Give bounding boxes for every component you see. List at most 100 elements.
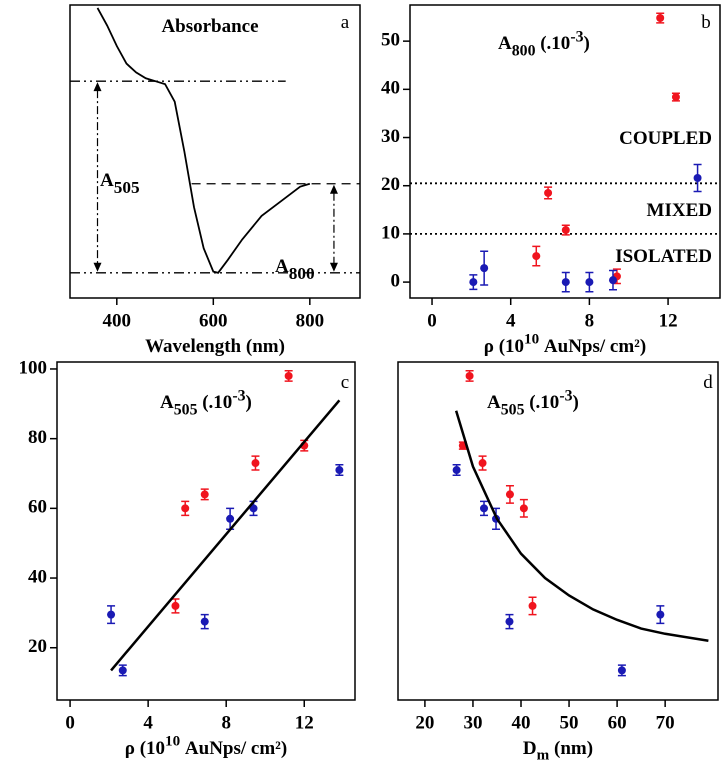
text-part: A	[498, 33, 512, 54]
data-point	[544, 188, 553, 197]
data-point	[561, 226, 570, 235]
x-tick-label: 400	[103, 310, 132, 331]
y-tick-label: 30	[381, 126, 400, 147]
x-tick-label: 60	[608, 712, 627, 733]
data-point	[532, 252, 541, 261]
x-tick-label: 4	[143, 712, 153, 733]
text-part: 800	[512, 42, 536, 59]
plot-frame	[397, 361, 719, 701]
data-point	[480, 264, 489, 273]
text-part: -3	[559, 387, 572, 404]
data-point	[505, 617, 514, 626]
y-tick-label: 10	[381, 222, 400, 243]
text-part: AuNps/ cm²)	[539, 336, 646, 357]
data-point	[118, 666, 127, 675]
annotation: A505	[100, 170, 140, 197]
text-part: ρ (10	[484, 336, 524, 357]
data-point	[251, 459, 260, 468]
data-point	[200, 490, 209, 499]
text-part: COUPLED	[619, 128, 712, 149]
data-point	[200, 617, 209, 626]
text-part: AuNps/ cm²)	[180, 738, 287, 759]
data-point	[585, 278, 594, 287]
annotation: A505 (.10-3)	[160, 387, 252, 418]
text-part: A	[160, 392, 174, 413]
annotation: Absorbance	[161, 16, 258, 37]
plot-frame	[409, 4, 721, 299]
x-tick-label: 20	[415, 712, 434, 733]
x-tick-label: 4	[506, 310, 516, 331]
data-point	[478, 459, 487, 468]
text-part: D	[523, 738, 537, 759]
text-part: 10	[165, 734, 180, 750]
data-point	[335, 466, 344, 475]
y-tick-label: 40	[28, 566, 47, 587]
text-part: d	[703, 372, 713, 393]
data-point	[107, 610, 116, 619]
text-part: 505	[114, 178, 140, 197]
text-part: )	[246, 392, 252, 413]
text-part: A	[487, 392, 501, 413]
x-axis-label: ρ (1010 AuNps/ cm²)	[125, 734, 287, 759]
data-point	[608, 276, 617, 285]
annotation: b	[701, 12, 711, 33]
data-point	[656, 610, 665, 619]
x-tick-label: 0	[65, 712, 75, 733]
x-tick-label: 30	[463, 712, 482, 733]
data-point	[671, 93, 680, 102]
annotation: A505 (.10-3)	[487, 387, 579, 418]
fit-line	[454, 410, 709, 642]
y-tick-label: 40	[381, 78, 400, 99]
text-part: a	[341, 12, 350, 33]
fit-line	[110, 399, 341, 672]
annotation: c	[341, 372, 349, 393]
x-tick-label: 12	[659, 310, 678, 331]
data-point	[505, 490, 514, 499]
y-tick-label: 60	[28, 497, 47, 518]
text-part: 505	[174, 401, 198, 418]
data-point	[561, 278, 570, 287]
text-part: (.10	[535, 33, 570, 54]
x-tick-label: 12	[295, 712, 314, 733]
data-point	[480, 504, 489, 513]
text-part: MIXED	[647, 200, 712, 221]
x-axis-label: Dm (nm)	[523, 738, 593, 763]
text-part: )	[573, 392, 579, 413]
data-point	[528, 601, 537, 610]
text-part: Absorbance	[161, 16, 258, 37]
text-part: A	[275, 256, 289, 277]
x-tick-label: 0	[427, 310, 437, 331]
y-tick-label: 0	[391, 270, 401, 291]
annotation: MIXED	[647, 200, 712, 221]
text-part: m	[537, 748, 550, 764]
x-axis-label: ρ (1010 AuNps/ cm²)	[484, 332, 646, 357]
annotation: a	[341, 12, 350, 33]
x-axis-label: Wavelength (nm)	[145, 336, 285, 357]
text-part: 800	[289, 264, 315, 283]
data-point	[693, 174, 702, 183]
text-part: Wavelength (nm)	[145, 336, 285, 357]
y-tick-label: 20	[381, 174, 400, 195]
data-point	[249, 504, 258, 513]
data-point	[284, 371, 293, 380]
text-part: (nm)	[549, 738, 593, 759]
x-tick-label: 70	[656, 712, 675, 733]
text-part: )	[584, 33, 590, 54]
data-point	[465, 371, 474, 380]
annotation: A800	[275, 256, 315, 283]
data-point	[519, 504, 528, 513]
data-point	[469, 278, 478, 287]
arrow-head	[329, 184, 338, 272]
text-part: A	[100, 170, 114, 191]
data-point	[226, 514, 235, 523]
text-part: -3	[232, 387, 245, 404]
x-tick-label: 800	[296, 310, 325, 331]
x-tick-label: 40	[512, 712, 531, 733]
annotation: ISOLATED	[615, 246, 712, 267]
data-point	[656, 14, 665, 23]
text-part: ISOLATED	[615, 246, 712, 267]
text-part: c	[341, 372, 349, 393]
x-tick-label: 50	[560, 712, 579, 733]
x-tick-label: 8	[585, 310, 595, 331]
